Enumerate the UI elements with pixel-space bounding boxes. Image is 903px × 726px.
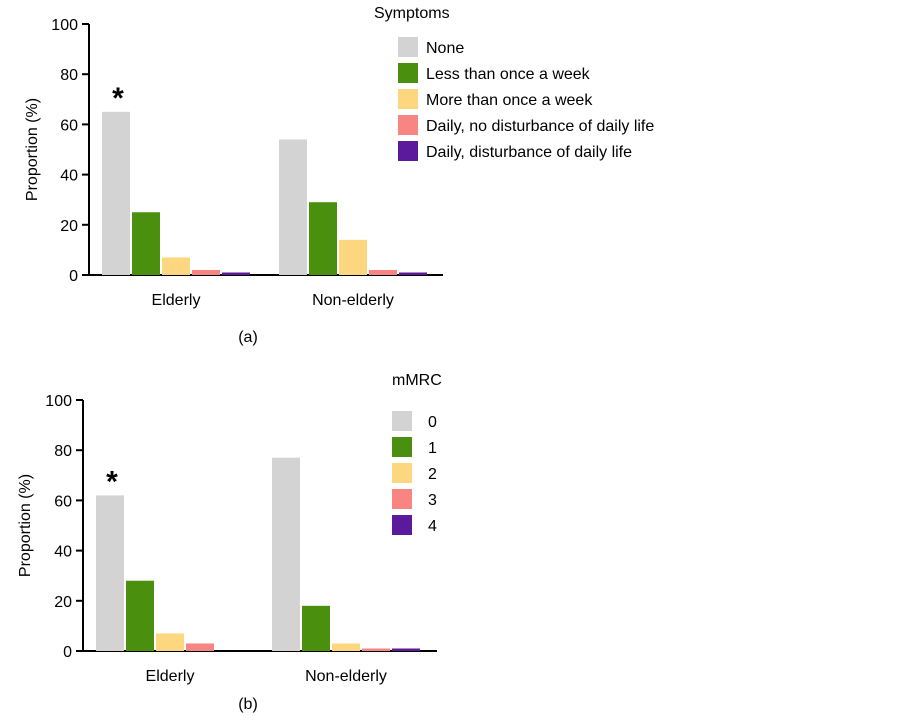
y-axis-label: Proportion (%): [17, 474, 34, 577]
y-tick-label: 100: [51, 17, 78, 34]
bar: [156, 633, 184, 651]
y-tick-label: 0: [63, 644, 72, 661]
bar: [362, 648, 390, 651]
bar: [102, 111, 130, 275]
bar: [392, 648, 420, 651]
bar: [126, 580, 154, 651]
bar: [186, 643, 214, 651]
bar: [302, 605, 330, 651]
legend-label: 4: [428, 518, 437, 535]
x-category-label: Non-elderly: [312, 292, 394, 309]
x-category-label: Elderly: [152, 292, 201, 309]
legend-label: Daily, no disturbance of daily life: [426, 118, 654, 135]
y-tick-label: 60: [54, 493, 72, 510]
y-tick-label: 80: [54, 443, 72, 460]
legend-label: Daily, disturbance of daily life: [426, 144, 632, 161]
legend-swatch: [398, 115, 418, 135]
legend-swatch: [398, 63, 418, 83]
legend-swatch: [392, 515, 412, 535]
legend-swatch: [398, 37, 418, 57]
legend-label: More than once a week: [426, 92, 593, 109]
bar: [192, 269, 220, 275]
y-tick-label: 100: [45, 393, 72, 410]
bar: [132, 212, 160, 275]
significance-asterisk: *: [106, 465, 118, 498]
x-category-label: Elderly: [146, 668, 195, 685]
y-axis-label: Proportion (%): [24, 98, 41, 201]
legend-title: Symptoms: [374, 5, 450, 22]
bar: [96, 495, 124, 651]
legend-title: mMRC: [392, 372, 442, 389]
bar: [369, 269, 397, 275]
legend-label: Less than once a week: [426, 66, 591, 83]
chart-panel-a: 0 20 40 60 80 100 Proportion (%) Elderly Non-eld…: [24, 5, 654, 346]
significance-asterisk: *: [112, 82, 124, 115]
bar: [222, 272, 250, 275]
bar: [272, 457, 300, 651]
legend-label: 3: [428, 492, 437, 509]
y-tick-label: 60: [60, 117, 78, 134]
legend-swatch: [392, 463, 412, 483]
legend-swatch: [398, 89, 418, 109]
legend-label: 1: [428, 440, 437, 457]
y-tick-label: 0: [69, 268, 78, 285]
legend-label: 2: [428, 466, 437, 483]
y-tick-label: 20: [60, 218, 78, 235]
legend-swatch: [392, 437, 412, 457]
bar: [279, 139, 307, 275]
x-category-label: Non-elderly: [305, 668, 387, 685]
y-tick-label: 20: [54, 594, 72, 611]
legend-label: None: [426, 40, 464, 57]
panel-label: (b): [238, 696, 258, 713]
bar: [162, 257, 190, 275]
bar: [339, 239, 367, 275]
y-tick-label: 80: [60, 67, 78, 84]
y-tick-label: 40: [54, 544, 72, 561]
y-tick-label: 40: [60, 168, 78, 185]
bar: [332, 643, 360, 651]
legend-swatch: [392, 411, 412, 431]
legend-swatch: [392, 489, 412, 509]
bar: [399, 272, 427, 275]
panel-label: (a): [238, 329, 258, 346]
legend-swatch: [398, 141, 418, 161]
legend-label: 0: [428, 414, 437, 431]
bar: [309, 202, 337, 275]
